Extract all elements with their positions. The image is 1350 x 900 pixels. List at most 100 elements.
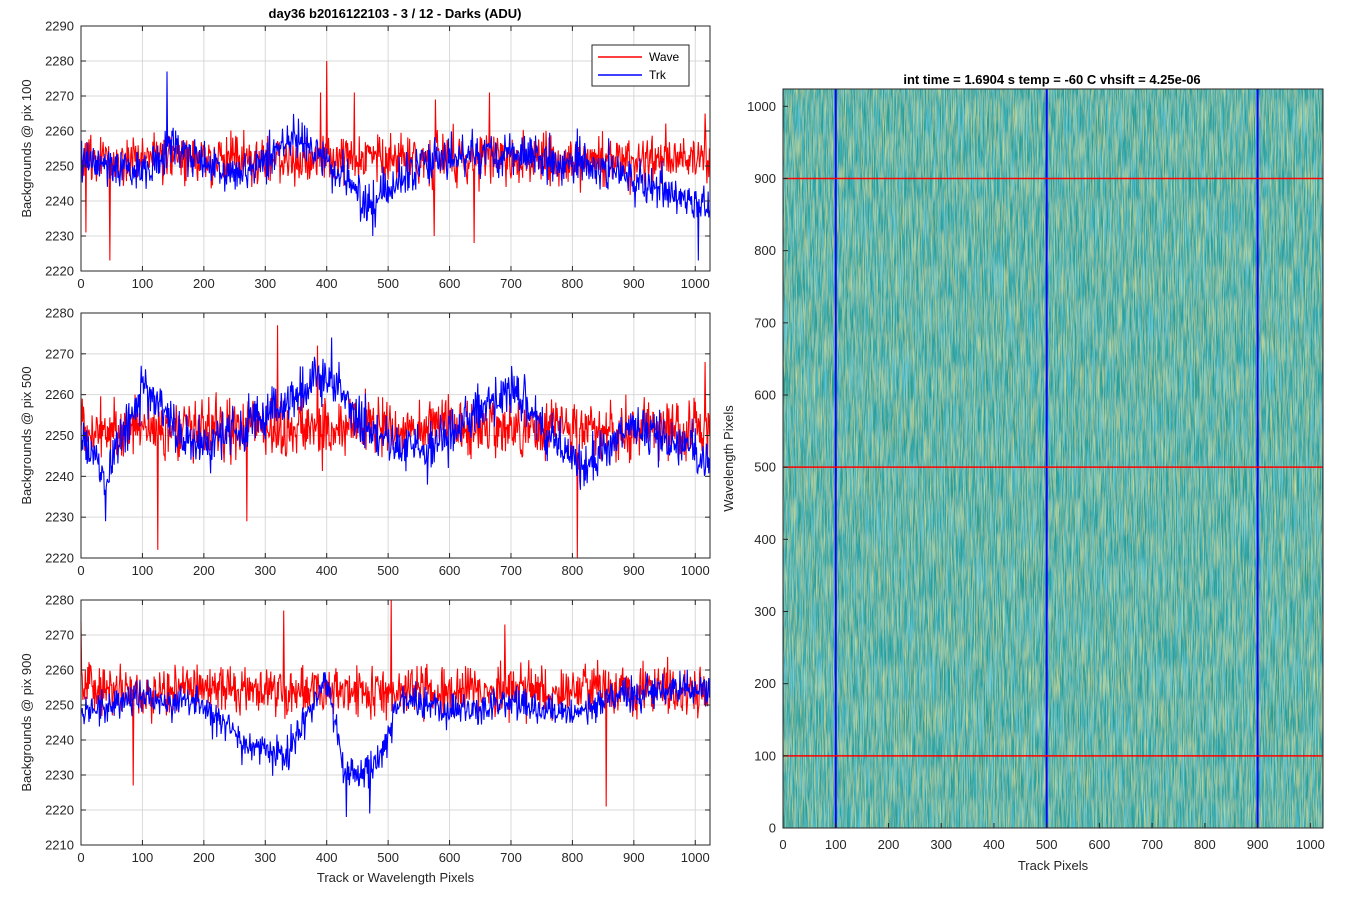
y-tick-label: 2240 [45,469,74,484]
y-tick-label: 2240 [45,194,74,209]
x-tick-label: 200 [193,563,215,578]
y-tick-label: 0 [769,821,776,836]
x-tick-label: 600 [439,276,461,291]
y-tick-label: 2270 [45,628,74,643]
x-tick-label: 300 [930,837,952,852]
y-tick-label: 2280 [45,306,74,321]
y-tick-label: 2250 [45,159,74,174]
plot-area [81,600,710,845]
y-tick-label: 2260 [45,387,74,402]
axes-box [80,25,711,272]
x-tick-label: 1000 [681,850,710,865]
x-tick-label: 200 [193,276,215,291]
x-tick-label: 500 [377,276,399,291]
series-line-wave [80,60,710,261]
line-panel-pix-100: 0 100 200 300 400 500 600 700 800 900 1000 2220 2230… [19,19,711,291]
line-panel-pix-500: 0 100 200 300 400 500 600 700 800 900 1000 2220 2230… [19,306,711,578]
y-tick-label: 2230 [45,510,74,525]
legend-label-wave: Wave [649,50,680,64]
y-tick-label: 400 [754,532,776,547]
x-tick-label: 400 [316,276,338,291]
x-tick-label: 200 [878,837,900,852]
x-tick-label: 0 [779,837,786,852]
heatmap-panel: 0 100 200 300 400 500 600 700 800 900 1000 0 100 200 3… [721,88,1325,873]
x-tick-label: 500 [1036,837,1058,852]
heatmap-texture [783,89,1323,828]
y-tick-label: 200 [754,676,776,691]
heatmap-title: int time = 1.6904 s temp = -60 C vhsift … [903,72,1200,87]
y-tick-label: 300 [754,604,776,619]
x-tick-label: 700 [500,563,522,578]
y-tick-label: 2270 [45,89,74,104]
y-tick-label: 2230 [45,768,74,783]
y-axis-label: Backgrounds @ pix 500 [19,366,34,504]
x-tick-label: 500 [377,563,399,578]
x-tick-label: 700 [1141,837,1163,852]
x-tick-label: 600 [439,850,461,865]
y-tick-label: 2290 [45,19,74,34]
y-tick-label: 2280 [45,54,74,69]
x-tick-label: 900 [623,276,645,291]
x-tick-label: 900 [1247,837,1269,852]
series-line-trk [80,71,710,261]
series-line-trk [80,337,710,522]
figure-title: day36 b2016122103 - 3 / 12 - Darks (ADU) [269,6,522,21]
x-tick-label: 400 [983,837,1005,852]
x-tick-label: 800 [562,850,584,865]
y-tick-label: 2260 [45,663,74,678]
line-panel-pix-900: 0 100 200 300 400 500 600 700 800 900 1000 2210 2220… [19,593,711,885]
y-tick-label: 500 [754,460,776,475]
x-tick-label: 600 [1089,837,1111,852]
x-tick-label: 1000 [681,563,710,578]
x-tick-label: 700 [500,276,522,291]
y-tick-label: 700 [754,315,776,330]
y-tick-label: 2250 [45,428,74,443]
y-tick-label: 2220 [45,803,74,818]
x-tick-label: 500 [377,850,399,865]
x-tick-label: 400 [316,563,338,578]
x-tick-label: 300 [254,850,276,865]
legend-box [591,44,690,87]
x-tick-label: 700 [500,850,522,865]
y-tick-label: 1000 [747,99,776,114]
x-tick-label: 0 [77,850,84,865]
heatmap-texture-low [783,89,1323,828]
legend: Wave Trk [591,44,690,87]
x-tick-label: 900 [623,563,645,578]
y-tick-label: 2220 [45,264,74,279]
x-tick-label: 300 [254,276,276,291]
y-tick-label: 2260 [45,124,74,139]
y-tick-label: 900 [754,171,776,186]
y-tick-label: 2220 [45,551,74,566]
heatmap-axes-box [782,88,1324,829]
y-tick-label: 2230 [45,229,74,244]
x-tick-label: 800 [562,276,584,291]
x-tick-label: 800 [1194,837,1216,852]
x-tick-label: 100 [132,850,154,865]
y-axis-label: Backgrounds @ pix 100 [19,79,34,217]
y-tick-label: 2250 [45,698,74,713]
x-axis-label: Track Pixels [1018,858,1089,873]
y-tick-label: 2270 [45,346,74,361]
x-tick-label: 100 [132,563,154,578]
y-tick-label: 2280 [45,593,74,608]
x-tick-label: 600 [439,563,461,578]
y-axis-label: Wavelength Pixels [721,405,736,512]
x-tick-label: 1000 [681,276,710,291]
y-axis-label: Backgrounds @ pix 900 [19,653,34,791]
x-tick-label: 800 [562,563,584,578]
x-tick-label: 100 [132,276,154,291]
x-axis-label: Track or Wavelength Pixels [317,870,475,885]
y-tick-label: 100 [754,748,776,763]
axes-box [80,599,711,846]
x-tick-label: 1000 [1296,837,1325,852]
y-tick-label: 800 [754,243,776,258]
legend-label-trk: Trk [649,68,667,82]
x-tick-label: 400 [316,850,338,865]
y-tick-label: 600 [754,387,776,402]
x-tick-label: 0 [77,276,84,291]
x-tick-label: 100 [825,837,847,852]
x-tick-label: 300 [254,563,276,578]
x-tick-label: 200 [193,850,215,865]
